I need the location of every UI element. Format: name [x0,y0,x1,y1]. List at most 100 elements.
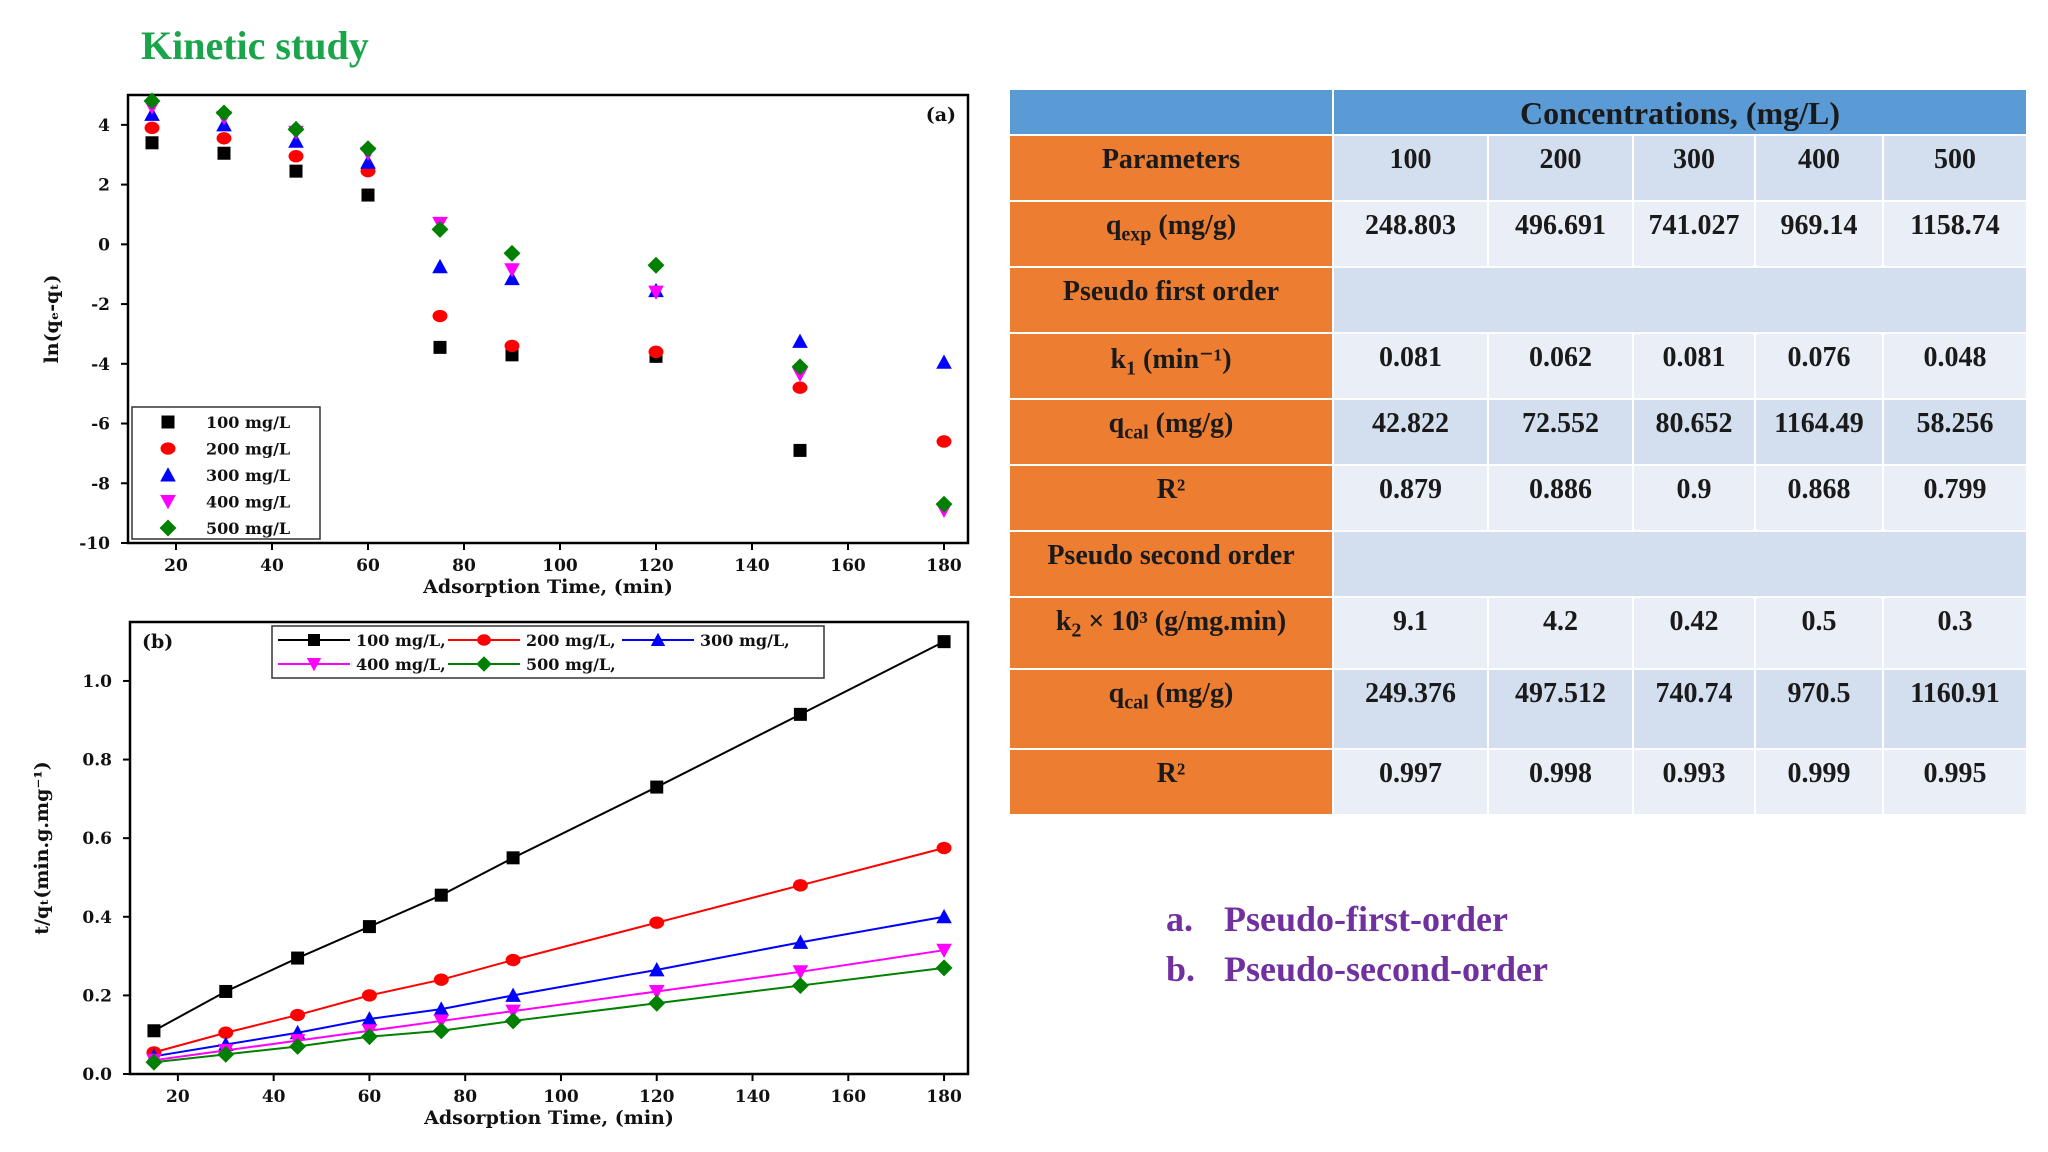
data-point [936,354,952,369]
legend-label: 200 mg/L [206,440,290,459]
table-cell: 9.1 [1332,596,1489,670]
data-point [648,984,665,1000]
data-point [144,121,160,135]
data-point [431,220,449,238]
note-b-letter: b. [1166,949,1196,989]
legend-box [271,625,825,679]
y-tick-label: -2 [91,295,110,315]
table-row: qexp (mg/g) 248.803 496.691 741.027 969.14 11… [1008,200,2029,268]
data-point [792,333,808,348]
y-tick-label: -4 [91,355,110,375]
table-row: R² 0.879 0.886 0.9 0.868 0.799 [1008,464,2029,532]
table-cell: 80.652 [1632,398,1756,466]
data-point [648,345,664,359]
table-cell: 0.999 [1754,748,1884,816]
data-point [288,133,304,148]
x-tick-label: 180 [926,556,962,576]
table-cell: 969.14 [1754,200,1884,268]
data-point [504,1012,522,1030]
y-axis-label: t/qₜ(min.g.mg⁻¹) [31,761,53,934]
data-point [434,888,448,902]
y-axis-label: ln(qₑ-qₜ) [41,275,63,364]
y-tick-label: 4 [98,116,110,136]
table-row: qcal (mg/g) 42.822 72.552 80.652 1164.49 58.2… [1008,398,2029,466]
data-point [362,920,376,934]
data-point [505,348,519,362]
data-point [147,1024,161,1038]
data-point [360,154,376,169]
x-tick-label: 80 [453,1087,477,1107]
table-cell: 4.2 [1487,596,1634,670]
note-a-letter: a. [1166,899,1193,939]
x-tick-label: 100 [543,1087,579,1107]
data-point [936,435,952,448]
column-conc-300: 300 [1632,134,1756,202]
table-cell: 497.512 [1487,668,1634,750]
data-point [433,1014,450,1029]
data-point [935,959,953,977]
data-point [217,146,231,160]
table-cell: 0.081 [1332,332,1489,400]
data-point [792,934,809,949]
table-cell: 0.42 [1632,596,1756,670]
table-cell: 0.998 [1487,748,1634,816]
table-cell: 0.995 [1881,748,2029,816]
table-header-row: Concentrations, (mg/L) [1008,88,2029,136]
data-point [648,994,666,1012]
concentrations-header: Concentrations, (mg/L) [1331,88,2029,136]
table-row: k1 (min⁻¹) 0.081 0.062 0.081 0.076 0.048 [1008,332,2029,400]
legend-b: 100 mg/L, 200 mg/L, 300 mg/L, 400 mg/L, 500 … [271,625,825,679]
row-label: R² [1008,748,1334,816]
x-tick-label: 120 [639,1087,675,1107]
legend-label: 400 mg/L [206,493,290,512]
data-point [215,104,233,122]
table-cell: 496.691 [1487,200,1634,268]
table-row: Pseudo second order [1008,530,2029,598]
data-point [143,92,161,110]
x-tick-label: 160 [831,1087,867,1107]
x-tick-label: 140 [734,556,770,576]
data-point [936,943,952,958]
data-point [432,258,448,274]
data-point [432,309,448,323]
model-notes: a. Pseudo-first-order b. Pseudo-second-ord… [1166,898,1548,998]
legend-marker [160,442,176,455]
data-point [433,340,447,354]
x-tick-label: 100 [542,556,578,576]
row-label: qcal (mg/g) [1008,398,1334,466]
x-tick-label: 60 [356,556,380,576]
legend-marker [160,467,176,482]
table-cell: 1160.91 [1881,668,2029,750]
legend-marker [650,632,666,646]
x-tick-label: 80 [452,556,476,576]
table-cell: 0.062 [1487,332,1634,400]
note-b: b. Pseudo-second-order [1166,948,1548,990]
data-point [506,851,520,865]
data-point [650,780,664,794]
data-point [937,635,951,649]
data-point [433,1001,450,1016]
data-point [287,120,305,138]
data-point [791,977,809,995]
data-point [504,270,520,286]
data-point [649,916,665,929]
x-tick-label: 60 [358,1087,382,1107]
table-cell: 0.799 [1881,464,2029,532]
column-conc-500: 500 [1881,134,2029,202]
x-axis-label: Adsorption Time, (min) [422,576,673,598]
data-point [433,973,449,986]
x-tick-label: 180 [926,1087,962,1107]
note-b-text: Pseudo-second-order [1224,949,1548,989]
legend-label: 200 mg/L, [526,631,616,650]
data-point [504,263,520,278]
row-label: Pseudo first order [1008,266,1334,334]
series-line-500-mg-l [153,966,945,1064]
y-tick-label: 0.0 [82,1065,112,1085]
x-tick-label: 120 [638,556,674,576]
table-cell: 0.997 [1332,748,1489,816]
data-point [503,244,521,262]
y-tick-label: 0 [98,235,110,255]
table-columns-row: Parameters 100 200 300 400 500 [1008,134,2029,202]
table-cell: 0.886 [1487,464,1634,532]
section-spacer [1331,530,2029,598]
